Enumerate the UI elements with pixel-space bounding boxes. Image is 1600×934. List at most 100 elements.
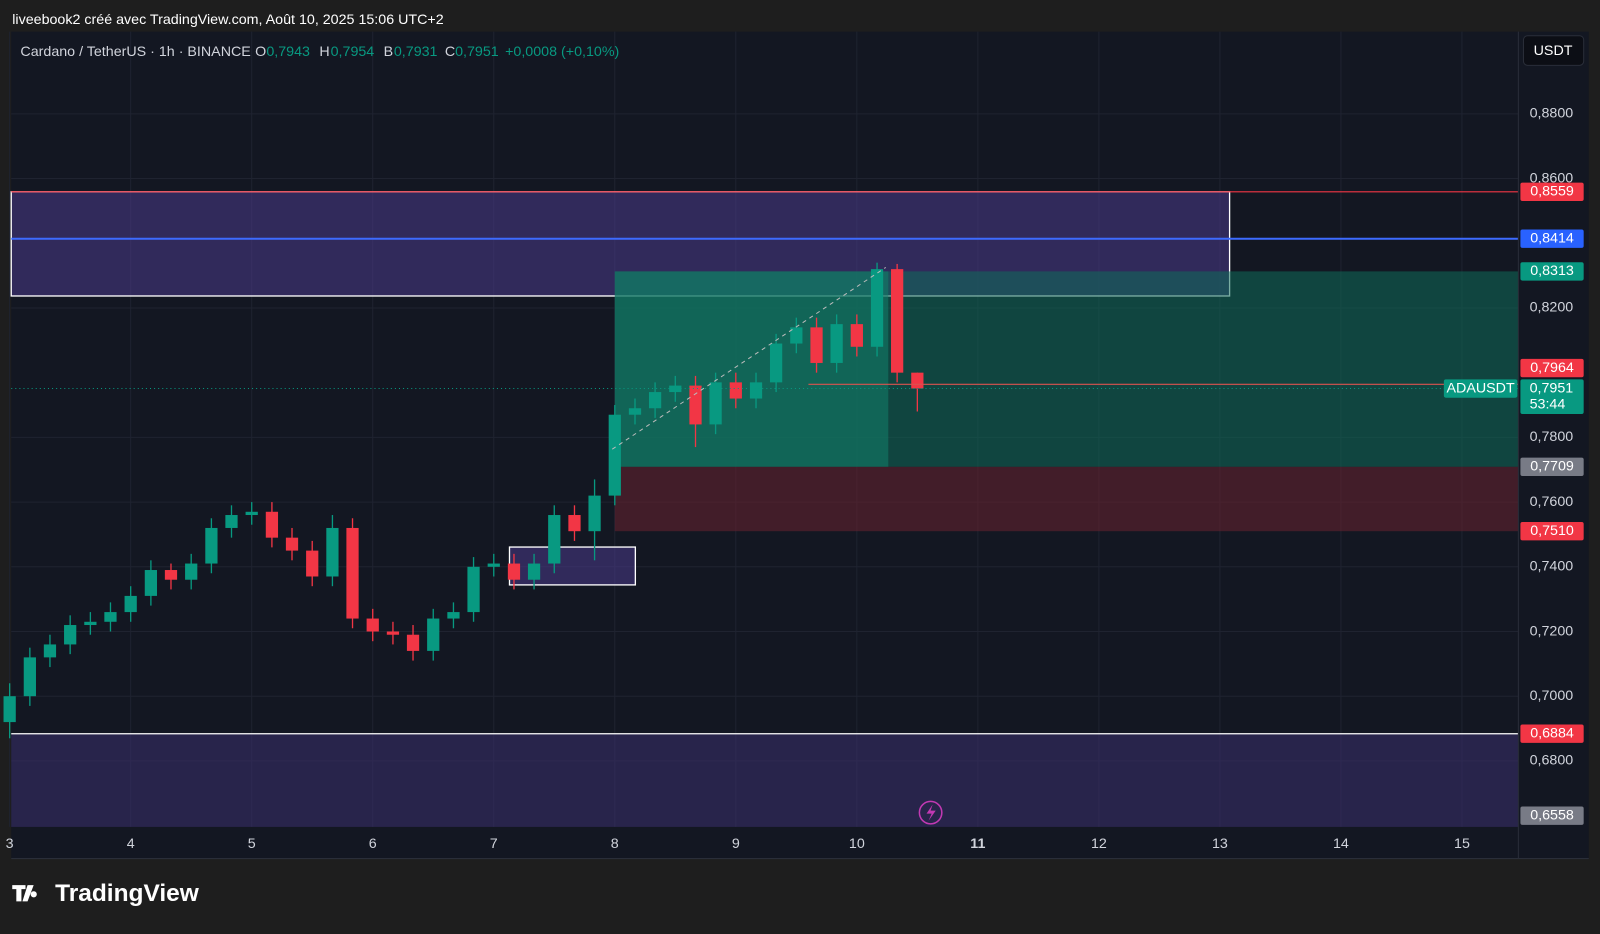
candle-body [447,612,460,619]
price-label-box [1520,182,1584,201]
price-label-box [1520,806,1584,825]
candle-body [527,563,541,580]
x-tick-label: 10 [849,836,865,852]
price-label-box [1520,457,1584,476]
candle-body [84,621,97,626]
candle-body [285,537,299,551]
y-tick-label: 0,8200 [1530,300,1574,316]
y-tick-label: 0,8800 [1530,106,1574,122]
candle-body [185,563,198,580]
countdown: 53:44 [1530,397,1566,413]
candle-body [306,550,319,577]
x-tick-label: 5 [248,836,256,852]
candle-body [104,612,117,622]
logo-icon [12,885,37,902]
candle-body [43,644,57,658]
candle-body [669,385,682,393]
candle-body [628,408,642,415]
price-label: 0,7709 [1530,459,1574,475]
y-tick-label: 0,7000 [1530,688,1574,704]
l-value: 0,7931 [394,44,438,60]
currency-button[interactable] [1522,35,1585,66]
zone [11,733,1519,827]
y-tick-label: 0,7600 [1530,494,1574,510]
price-label: 0,6558 [1530,807,1574,823]
x-tick-label: 4 [127,836,135,852]
candle-body [225,515,238,528]
candle-body [870,269,884,347]
y-tick-label: 0,8600 [1530,170,1574,186]
candle-body [205,527,218,564]
candle-body [164,570,178,580]
h-value: 0,7954 [331,44,375,60]
y-tick-label: 0,6800 [1530,753,1574,769]
candle-body [265,511,279,538]
x-tick-label: 7 [490,836,498,852]
candle-body [366,618,379,632]
legend: Cardano / TetherUS · 1h · BINANCE O 0,79… [20,44,619,60]
price-label-box [1520,724,1584,743]
candle-body [810,327,823,363]
candle-body [608,414,621,496]
price-label: 0,8559 [1530,184,1574,200]
o-value: 0,7943 [266,44,310,60]
candle-body [769,343,783,383]
candle-body [790,327,803,344]
c-value: 0,7951 [455,44,499,60]
candle-body [427,618,440,651]
y-tick-label: 0,7800 [1530,429,1574,445]
price-label: 0,7964 [1530,360,1574,376]
y-tick-label: 0,7400 [1530,559,1574,575]
plot [3,31,1519,827]
candle-body [548,515,561,564]
l-label: B [384,44,394,60]
candle-body [326,527,339,577]
candle-body [891,269,904,373]
candle-body [850,324,863,347]
candle-body [467,566,480,613]
candle-body [729,382,742,399]
symbol-tag [1443,379,1518,398]
candle-body [406,634,420,651]
x-tick-label: 3 [6,836,14,852]
candle-body [386,631,400,635]
x-tick-label: 13 [1212,836,1228,852]
candle-body [64,625,77,645]
zone [614,466,1519,532]
candle-body [23,657,36,697]
c-label: C [445,44,455,60]
price-label: 0,8414 [1530,230,1574,246]
y-tick-label: 0,7200 [1530,623,1574,639]
candle-body [3,696,16,723]
event-bolt [926,804,936,821]
candle-body [245,511,258,516]
candle-body [144,570,158,596]
o-label: O [255,44,266,60]
change: +0,0008 (+0,10%) [505,44,619,60]
candle-body [487,563,500,567]
currency-label[interactable]: USDT [1534,43,1573,59]
candle-body [911,372,924,389]
candle-body [507,563,521,580]
price-label-box [1520,262,1584,281]
last-price-label: 0,7951 [1530,380,1574,396]
price-label: 0,6884 [1530,725,1574,741]
candle-body [830,324,843,363]
event-icon[interactable] [918,800,943,825]
price-label: 0,7510 [1530,523,1574,539]
x-tick-label: 11 [970,836,985,852]
price-label: 0,8313 [1530,263,1574,279]
price-label-box [1520,522,1584,541]
price-label-box [1520,358,1584,378]
x-tick-label: 15 [1454,836,1470,852]
x-tick-label: 12 [1091,836,1107,852]
candle-body [588,495,601,532]
price-label-box [1520,229,1584,248]
x-tick-label: 6 [369,836,377,852]
header: liveebook2 créé avec TradingView.com, Ao… [12,12,444,28]
candle-body [689,385,702,425]
logo: TradingView [55,880,200,907]
x-tick-label: 9 [732,836,740,852]
symbol-tag-label: ADAUSDT [1447,380,1515,396]
